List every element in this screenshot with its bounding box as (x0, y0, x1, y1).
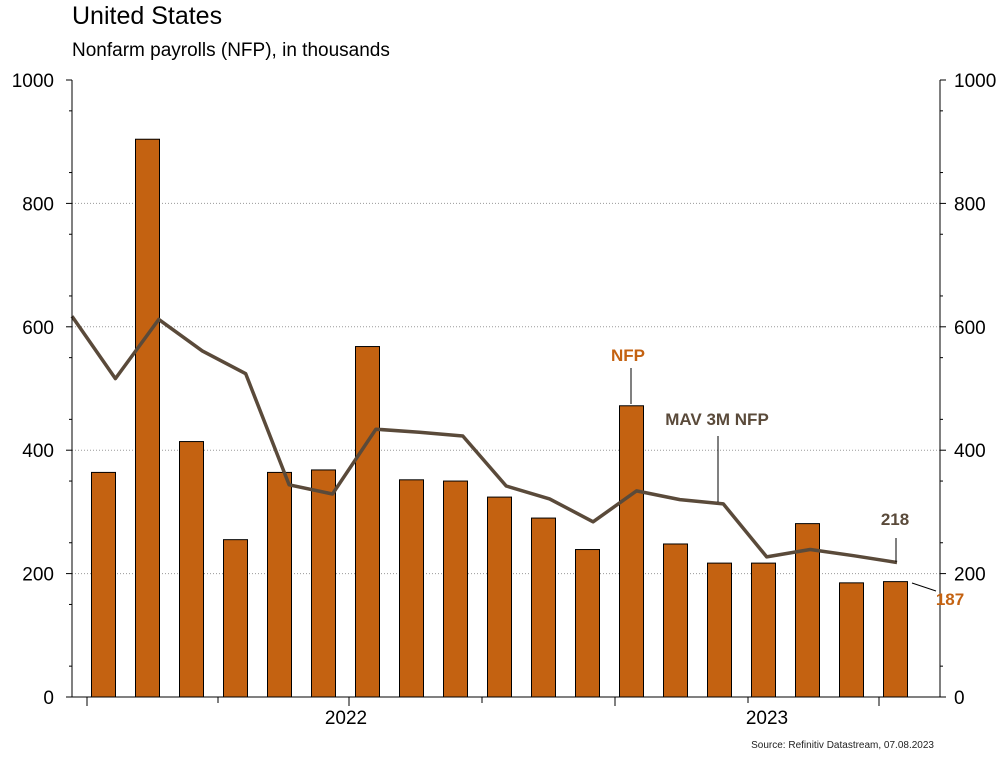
nfp-bar (575, 549, 600, 698)
x-tick-label: 2022 (325, 708, 367, 729)
right-tick-label: 400 (954, 441, 986, 462)
chart-subtitle: Nonfarm payrolls (NFP), in thousands (72, 40, 390, 61)
last-bar-value: 187 (936, 590, 964, 609)
left-tick-label: 800 (22, 194, 54, 215)
left-tick-label: 600 (22, 318, 54, 339)
nfp-bar (399, 479, 424, 698)
nfp-bar (91, 471, 116, 698)
moving-average-line (70, 315, 898, 565)
nfp-bar (443, 480, 468, 698)
nfp-bar (619, 405, 644, 698)
nfp-bar (355, 346, 380, 698)
nfp-bar (267, 471, 292, 698)
nfp-bar (795, 523, 820, 698)
nfp-bar (839, 582, 864, 698)
source-note: Source: Refinitiv Datastream, 07.08.2023 (751, 740, 934, 751)
left-tick-label: 200 (22, 565, 54, 586)
nfp-label: NFP (611, 346, 645, 365)
left-tick-label: 0 (43, 688, 54, 709)
nfp-bar (883, 581, 908, 698)
nfp-bar (751, 562, 776, 698)
nfp-bar (531, 517, 556, 698)
annotations: NFP MAV 3M NFP 218 187 (611, 346, 964, 609)
right-tick-label: 200 (954, 565, 986, 586)
nfp-bar (311, 469, 336, 698)
mav-3m-line (70, 315, 898, 565)
right-tick-label: 600 (954, 318, 986, 339)
chart-title: United States (72, 2, 223, 30)
nfp-bar (223, 539, 248, 698)
left-tick-label: 1000 (12, 71, 54, 92)
axes: 0 0 200 200 400 400 600 600 800 800 1000 1000 2022 20… (12, 71, 997, 729)
right-tick-label: 0 (954, 688, 965, 709)
mav-label: MAV 3M NFP (665, 410, 769, 429)
x-tick-label: 2023 (746, 708, 788, 729)
bars (91, 138, 908, 698)
left-tick-label: 400 (22, 441, 54, 462)
nfp-bar (707, 562, 732, 698)
right-tick-label: 800 (954, 194, 986, 215)
nfp-bar (487, 496, 512, 698)
last-bar-value-leader (911, 582, 937, 592)
last-line-value: 218 (881, 510, 909, 529)
nfp-bar (663, 543, 688, 698)
nfp-bar (135, 138, 160, 698)
right-tick-label: 1000 (954, 71, 996, 92)
nfp-bar (179, 441, 204, 698)
